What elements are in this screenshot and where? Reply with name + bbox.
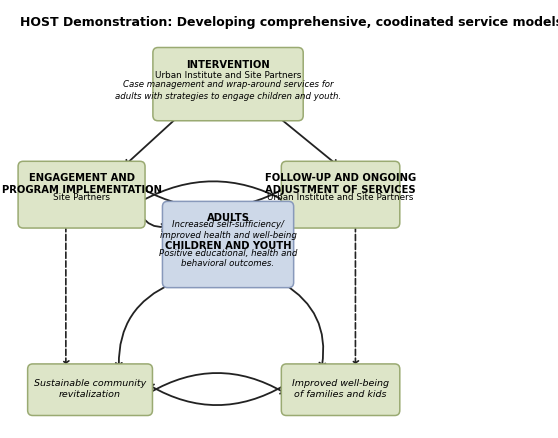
FancyBboxPatch shape [162, 202, 294, 288]
Text: Case management and wrap-around services for
adults with strategies to engage ch: Case management and wrap-around services… [115, 80, 341, 100]
Text: Urban Institute and Site Partners: Urban Institute and Site Partners [155, 71, 301, 80]
Text: FOLLOW-UP AND ONGOING
ADJUSTMENT OF SERVICES: FOLLOW-UP AND ONGOING ADJUSTMENT OF SERV… [265, 173, 416, 194]
FancyBboxPatch shape [281, 162, 400, 229]
Text: Improved well-being
of families and kids: Improved well-being of families and kids [292, 378, 389, 399]
FancyBboxPatch shape [153, 48, 303, 121]
Text: ENGAGEMENT AND
PROGRAM IMPLEMENTATION: ENGAGEMENT AND PROGRAM IMPLEMENTATION [2, 173, 162, 194]
Text: Urban Institute and Site Partners: Urban Institute and Site Partners [267, 193, 413, 202]
FancyBboxPatch shape [28, 364, 152, 416]
Text: CHILDREN AND YOUTH: CHILDREN AND YOUTH [165, 240, 291, 250]
Text: Site Partners: Site Partners [53, 193, 110, 202]
Text: HOST Demonstration: Developing comprehensive, coodinated service models: HOST Demonstration: Developing comprehen… [20, 16, 558, 29]
Text: ADULTS: ADULTS [206, 213, 249, 223]
Text: Positive educational, health and
behavioral outcomes.: Positive educational, health and behavio… [159, 248, 297, 268]
Text: Increased self-sufficiency/
improved health and well-being: Increased self-sufficiency/ improved hea… [160, 220, 296, 240]
FancyBboxPatch shape [18, 162, 145, 229]
Text: INTERVENTION: INTERVENTION [186, 60, 270, 70]
FancyBboxPatch shape [281, 364, 400, 416]
Text: Sustainable community
revitalization: Sustainable community revitalization [34, 378, 146, 399]
